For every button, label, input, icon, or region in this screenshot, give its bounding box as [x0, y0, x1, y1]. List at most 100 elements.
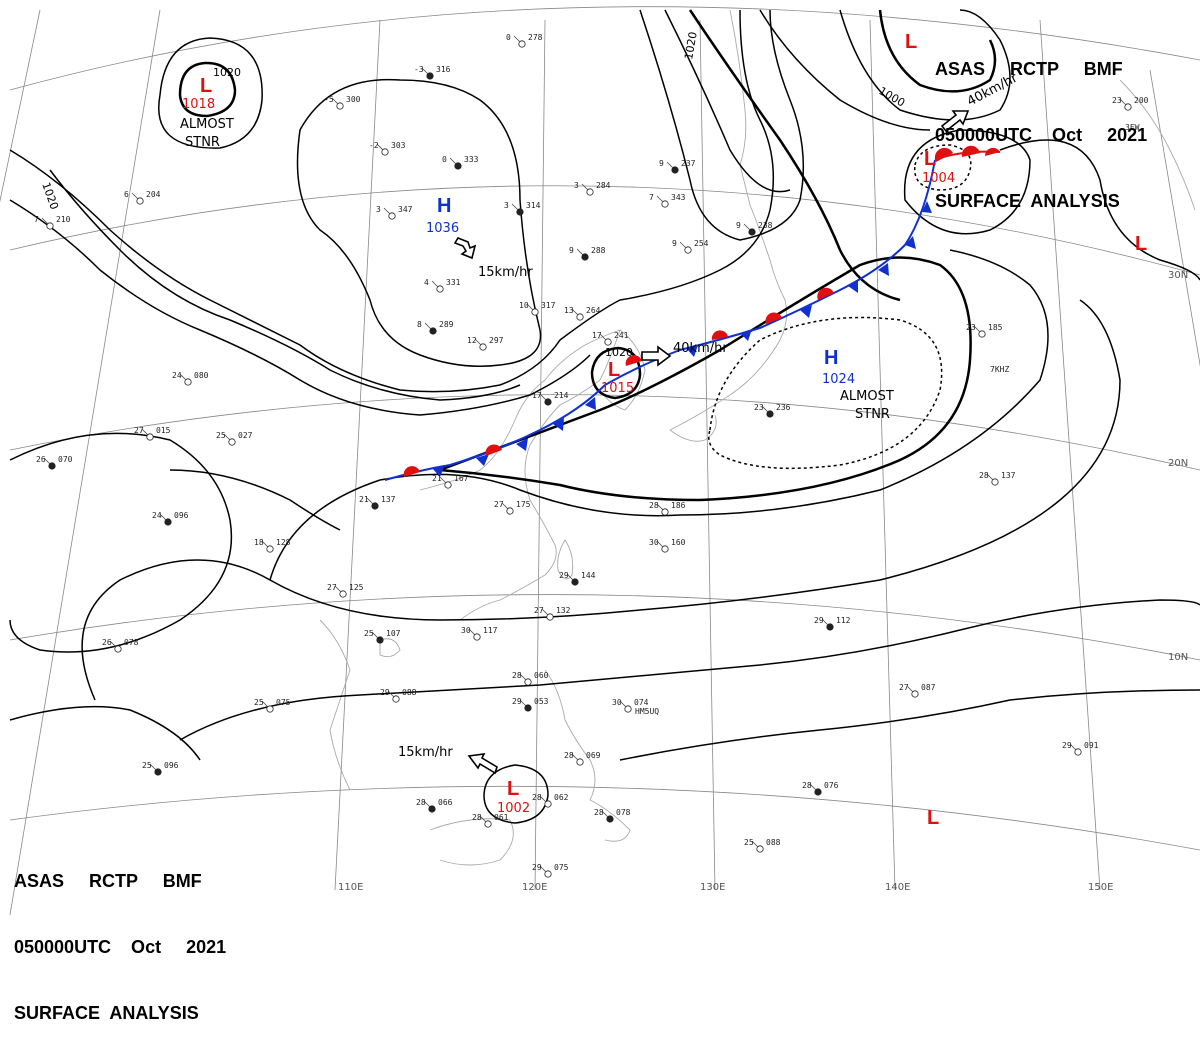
- low-kuril-pressure: 1004: [922, 171, 955, 186]
- station-temperature: 7: [649, 193, 654, 202]
- station-temperature: 3: [574, 181, 579, 190]
- station-circle: [586, 188, 594, 196]
- isobar-main-1028: [49, 169, 521, 401]
- station-circle: [339, 590, 347, 598]
- station-plot: 078 28: [594, 808, 631, 823]
- station-plot: 284 3: [574, 181, 611, 196]
- cold-tri-11: [905, 236, 916, 249]
- warm-semi-5: [765, 312, 782, 324]
- station-pressure: 204: [146, 190, 161, 199]
- station-temperature: -5: [324, 95, 334, 104]
- station-plot: 167 21: [432, 474, 469, 489]
- station-temperature: 27: [899, 683, 909, 692]
- station-circle: [518, 40, 526, 48]
- meridian-120e: [534, 19, 546, 891]
- low-kuril-mark: L: [924, 148, 936, 170]
- arrow-kuril: [940, 110, 970, 133]
- cold-tri-5: [585, 397, 596, 410]
- station-plot: 316 -3: [414, 65, 451, 80]
- station-temperature: 10: [519, 301, 529, 310]
- cold-tri-1: [432, 465, 445, 477]
- station-temperature: 27: [327, 583, 337, 592]
- station-temperature: 12: [467, 336, 477, 345]
- station-plot: 128 18: [254, 538, 291, 553]
- station-pressure: 076: [824, 781, 839, 790]
- station-temperature: 17: [592, 331, 602, 340]
- station-temperature: 24: [152, 511, 162, 520]
- station-circle: [473, 633, 481, 641]
- station-plot: 027 25: [216, 431, 253, 446]
- station-pressure: 075: [554, 863, 569, 872]
- station-plot: 214 17: [532, 391, 569, 406]
- station-circle: [524, 704, 532, 712]
- station-temperature: 24: [172, 371, 182, 380]
- station-circle: [164, 518, 172, 526]
- isobar-north-1000: [759, 9, 931, 131]
- isobar-pacific-east: [999, 139, 1200, 281]
- station-temperature: 28: [416, 798, 426, 807]
- station-plot: 210 7: [34, 215, 71, 230]
- meridian-160e: [1149, 69, 1200, 367]
- station-temperature: 29: [1062, 741, 1072, 750]
- station-circle: [479, 343, 487, 351]
- station-plot: 185 23: [966, 323, 1003, 338]
- station-pressure: 254: [694, 239, 709, 248]
- station-plot: 070 26: [36, 455, 73, 470]
- station-pressure: 128: [276, 538, 291, 547]
- station-plot: 088 25: [744, 838, 781, 853]
- station-circle: [46, 222, 54, 230]
- low-pacific-east-mark: L: [1135, 233, 1147, 255]
- high-japan-pressure: 1024: [822, 372, 855, 387]
- station-pressure: 062: [554, 793, 569, 802]
- isobar-scs-low: [483, 764, 549, 824]
- parallel-40n: [9, 6, 1200, 91]
- high-china-pressure: 1036: [426, 221, 459, 236]
- isobar-japan-high-dotted: [708, 316, 943, 470]
- station-temperature: -2: [369, 141, 379, 150]
- station-pressure: 331: [446, 278, 461, 287]
- station-plot: 144 29: [559, 571, 596, 586]
- station-temperature: 28: [802, 781, 812, 790]
- isobar-kuril-ring: [903, 129, 1031, 235]
- lon-label-150e: 150E: [1088, 882, 1113, 893]
- cold-tri-8: [800, 305, 812, 318]
- isobar-kuril-mid: [878, 9, 997, 93]
- low-mongolia-mark: L: [200, 75, 212, 97]
- station-temperature: 29: [814, 616, 824, 625]
- coast-kyushu: [669, 414, 717, 442]
- station-pressure: 185: [988, 323, 1003, 332]
- station-circle: [826, 623, 834, 631]
- station-plot: 278 0: [506, 33, 543, 48]
- station-temperature: 17: [532, 391, 542, 400]
- cold-tri-2: [476, 454, 489, 466]
- station-temperature: 9: [569, 246, 574, 255]
- isobars: [9, 9, 1200, 824]
- station-temperature: 28: [979, 471, 989, 480]
- station-circle: [544, 800, 552, 808]
- cold-tri-12: [922, 201, 932, 213]
- isobar-korea-low: [590, 346, 642, 400]
- station-temperature: 8: [417, 320, 422, 329]
- station-pressure: 288: [591, 246, 606, 255]
- station-plot: 254 9: [672, 239, 709, 254]
- station-temperature: 9: [672, 239, 677, 248]
- station-pressure: 088: [766, 838, 781, 847]
- station-temperature: 21: [432, 474, 442, 483]
- station-pressure: 088: [402, 688, 417, 697]
- isobar-label-korea: 1020: [605, 346, 633, 359]
- station-circle: [978, 330, 986, 338]
- warm-semi-6: [817, 287, 834, 300]
- station-temperature: 30: [461, 626, 471, 635]
- station-circle: [426, 72, 434, 80]
- station-plot: 333 0: [442, 155, 479, 170]
- lon-label-140e: 140E: [885, 882, 910, 893]
- station-plot: 137 21: [359, 495, 396, 510]
- station-pressure: 107: [386, 629, 401, 638]
- coast-japan: [669, 164, 788, 431]
- station-temperature: 29: [532, 863, 542, 872]
- isobar-south-1012: [169, 469, 341, 531]
- meridian-110e: [334, 19, 381, 891]
- station-plot: 080 24: [172, 371, 209, 386]
- cold-tri-3: [516, 438, 528, 451]
